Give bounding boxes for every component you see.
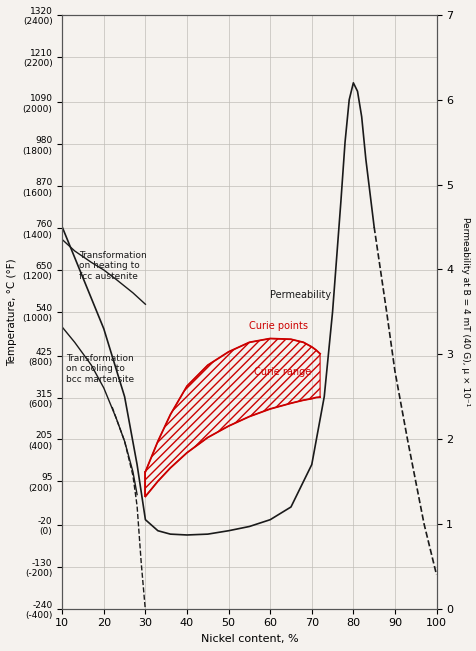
Y-axis label: Temperature, °C (°F): Temperature, °C (°F): [7, 258, 17, 366]
Y-axis label: Permeability at B = 4 mT (40 G), μ × 10⁻¹: Permeability at B = 4 mT (40 G), μ × 10⁻…: [460, 217, 469, 406]
Text: Permeability: Permeability: [269, 290, 331, 301]
Text: Transformation
on cooling to
bcc martensite: Transformation on cooling to bcc martens…: [66, 353, 134, 383]
Text: Curie range: Curie range: [253, 367, 310, 376]
Text: Transformation
on heating to
fcc austenite: Transformation on heating to fcc austeni…: [79, 251, 146, 281]
Text: Curie points: Curie points: [249, 321, 308, 331]
X-axis label: Nickel content, %: Nickel content, %: [200, 634, 298, 644]
